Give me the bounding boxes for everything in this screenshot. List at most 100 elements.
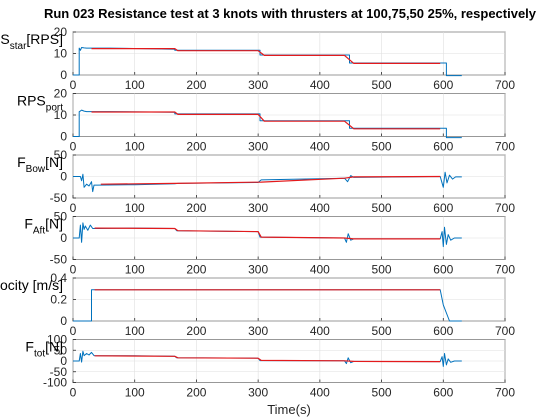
- x-tick-label: 200: [186, 78, 206, 92]
- x-tick-label: 400: [310, 324, 330, 338]
- y-tick-label: 10: [54, 108, 68, 122]
- x-tick-label: 600: [433, 201, 453, 215]
- y-tick-label: -50: [50, 191, 68, 205]
- y-label-unit: [N]: [45, 339, 63, 355]
- x-tick-label: 600: [433, 263, 453, 277]
- y-tick-label: 0: [60, 314, 67, 328]
- y-label-unit: [RPS]: [26, 31, 63, 47]
- series-steady-line: [100, 175, 441, 185]
- x-tick-label: 200: [186, 201, 206, 215]
- y-tick-label: 0: [60, 130, 67, 144]
- y-label-subscript: port: [46, 103, 63, 114]
- x-tick-label: 500: [372, 140, 392, 154]
- x-tick-label: 700: [495, 324, 515, 338]
- y-label-main: F: [17, 154, 26, 170]
- x-tick-label: 500: [372, 263, 392, 277]
- y-label-subscript: tot: [34, 349, 45, 360]
- x-tick-label: 100: [125, 324, 145, 338]
- y-label-main: Vessel Velocity [m/s]: [0, 277, 63, 293]
- y-tick-label: 10: [54, 47, 68, 61]
- y-tick-label: -50: [50, 253, 68, 267]
- x-tick-label: 0: [70, 386, 77, 400]
- y-tick-label: 50: [54, 343, 68, 357]
- y-tick-label: 100: [47, 333, 67, 347]
- x-tick-label: 400: [310, 263, 330, 277]
- y-label-subscript: star: [10, 41, 27, 52]
- x-tick-label: 100: [125, 140, 145, 154]
- x-tick-label: 0: [70, 78, 77, 92]
- y-tick-label: 0: [60, 170, 67, 184]
- x-tick-label: 300: [248, 263, 268, 277]
- y-label-unit: [N]: [45, 216, 63, 232]
- y-tick-label: 50: [54, 148, 68, 162]
- x-tick-label: 200: [186, 140, 206, 154]
- x-tick-label: 400: [310, 140, 330, 154]
- y-tick-label: 20: [54, 25, 68, 39]
- x-tick-label: 600: [433, 324, 453, 338]
- y-label-main: RPS: [17, 93, 46, 109]
- x-tick-label: 100: [125, 78, 145, 92]
- y-tick-label: -100: [43, 376, 67, 390]
- series-steady-line: [94, 355, 441, 363]
- x-tick-label: 100: [125, 263, 145, 277]
- x-tick-label: 600: [433, 386, 453, 400]
- y-label-main: F: [24, 216, 33, 232]
- x-tick-label: 700: [495, 201, 515, 215]
- x-tick-label: 300: [248, 78, 268, 92]
- x-tick-label: 300: [248, 324, 268, 338]
- series-steady-line: [91, 111, 441, 130]
- y-axis-label: Vessel Velocity [m/s]: [0, 277, 63, 293]
- x-axis-label: Time(s): [267, 402, 311, 417]
- x-tick-label: 100: [125, 386, 145, 400]
- y-label-subscript: Aft: [33, 226, 45, 237]
- x-tick-label: 300: [248, 386, 268, 400]
- y-label-subscript: Bow: [26, 164, 46, 175]
- x-tick-label: 300: [248, 140, 268, 154]
- series-steady-line: [91, 47, 441, 65]
- y-tick-label: 0.4: [50, 271, 67, 285]
- x-tick-label: 400: [310, 386, 330, 400]
- x-tick-label: 600: [433, 78, 453, 92]
- y-axis-label: RPSport: [17, 93, 63, 114]
- y-tick-label: 0: [60, 231, 67, 245]
- y-label-main: F: [25, 339, 34, 355]
- x-tick-label: 0: [70, 201, 77, 215]
- x-tick-label: 500: [372, 78, 392, 92]
- x-tick-label: 100: [125, 201, 145, 215]
- y-axis-label: FBow[N]: [17, 154, 63, 175]
- y-axis-label: Ftot[N]: [25, 339, 63, 360]
- x-tick-label: 200: [186, 386, 206, 400]
- y-tick-label: 50: [54, 210, 68, 224]
- x-tick-label: 700: [495, 386, 515, 400]
- x-tick-label: 500: [372, 201, 392, 215]
- y-tick-label: -50: [50, 365, 68, 379]
- subplot-f-tot: 0 100 200 300 400 500 600 700-100-50050100Ftot[…: [25, 333, 515, 400]
- x-tick-label: 400: [310, 78, 330, 92]
- y-tick-label: 0.2: [50, 293, 67, 307]
- y-axis-label: RPSstar[RPS]: [0, 31, 63, 52]
- x-tick-label: 700: [495, 140, 515, 154]
- x-tick-label: 300: [248, 201, 268, 215]
- x-tick-label: 0: [70, 140, 77, 154]
- subplot-vessel-velocity: 0 100 200 300 400 500 600 700 0 0.2 0.4Vessel Velo…: [0, 271, 515, 338]
- y-label-main: RPS: [0, 31, 10, 47]
- y-tick-label: 20: [54, 87, 68, 101]
- x-tick-label: 700: [495, 78, 515, 92]
- x-tick-label: 0: [70, 263, 77, 277]
- x-tick-label: 200: [186, 263, 206, 277]
- x-tick-label: 700: [495, 263, 515, 277]
- x-tick-label: 400: [310, 201, 330, 215]
- x-tick-label: 500: [372, 324, 392, 338]
- y-axis-label: FAft[N]: [24, 216, 63, 237]
- y-tick-label: 0: [60, 354, 67, 368]
- x-tick-label: 600: [433, 140, 453, 154]
- subplot-rps-star: 010020030040050060070001020RPSstar[RPS]: [0, 25, 515, 92]
- chart-title: Run 023 Resistance test at 3 knots with …: [44, 6, 537, 21]
- y-tick-label: 0: [60, 68, 67, 82]
- x-tick-label: 0: [70, 324, 77, 338]
- subplots: 010020030040050060070001020RPSstar[RPS]0…: [0, 25, 515, 400]
